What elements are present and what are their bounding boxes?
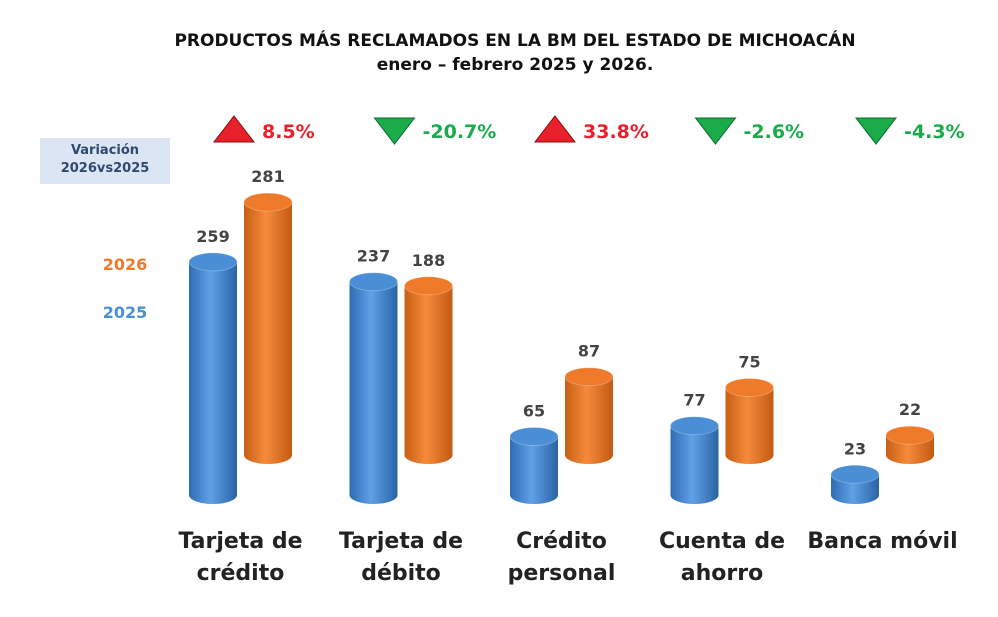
- x-tick-label: Tarjeta de crédito: [178, 529, 303, 586]
- data-label: 188: [412, 251, 445, 270]
- bar-top: [725, 378, 774, 397]
- data-label: 237: [357, 247, 390, 266]
- bar-top: [243, 192, 293, 212]
- data-label: 77: [683, 391, 705, 410]
- chart-subtitle: enero – febrero 2025 y 2026.: [377, 55, 654, 75]
- bar: [725, 387, 774, 464]
- data-label: 87: [578, 342, 600, 361]
- data-label: 259: [196, 227, 229, 246]
- bar-top: [509, 427, 559, 446]
- variation-label: Variación 2026vs2025: [40, 138, 170, 184]
- bar: [565, 376, 613, 464]
- variation-arrow: [212, 115, 256, 143]
- variation-arrow: [373, 117, 416, 145]
- bar: [189, 261, 237, 504]
- bar-top: [404, 276, 453, 296]
- bar-top: [885, 425, 935, 445]
- bar: [404, 285, 453, 464]
- data-label: 23: [844, 439, 866, 458]
- bar-top: [670, 416, 719, 436]
- bar: [349, 281, 398, 504]
- variation-label: 8.5%: [262, 121, 315, 143]
- variation-label: 33.8%: [583, 121, 649, 143]
- legend-label: 2025: [103, 303, 148, 322]
- data-label: 75: [738, 353, 760, 372]
- bar-top: [830, 464, 880, 484]
- bar-top: [564, 367, 614, 387]
- x-tick-label: Tarjeta de débito: [338, 529, 464, 586]
- bar-top: [188, 252, 238, 272]
- bar-top: [349, 272, 398, 292]
- variation-arrow: [854, 117, 898, 145]
- bar: [510, 436, 558, 504]
- variation-arrow: [533, 115, 577, 143]
- data-label: 281: [251, 167, 284, 186]
- legend-label: 2026: [103, 255, 148, 274]
- variation-label: -2.6%: [744, 121, 805, 143]
- x-tick-label: Cuenta de ahorro: [658, 529, 786, 586]
- data-label: 22: [899, 400, 921, 419]
- x-tick-label: Banca móvil: [807, 529, 958, 554]
- variation-label: -4.3%: [904, 121, 965, 143]
- bar: [244, 202, 292, 464]
- variation-arrow: [694, 117, 737, 145]
- variation-label: -20.7%: [423, 121, 497, 143]
- data-label: 65: [523, 402, 545, 421]
- x-tick-label: Crédito personal: [507, 529, 616, 586]
- chart-title: PRODUCTOS MÁS RECLAMADOS EN LA BM DEL ES…: [174, 29, 855, 51]
- bar: [670, 425, 719, 504]
